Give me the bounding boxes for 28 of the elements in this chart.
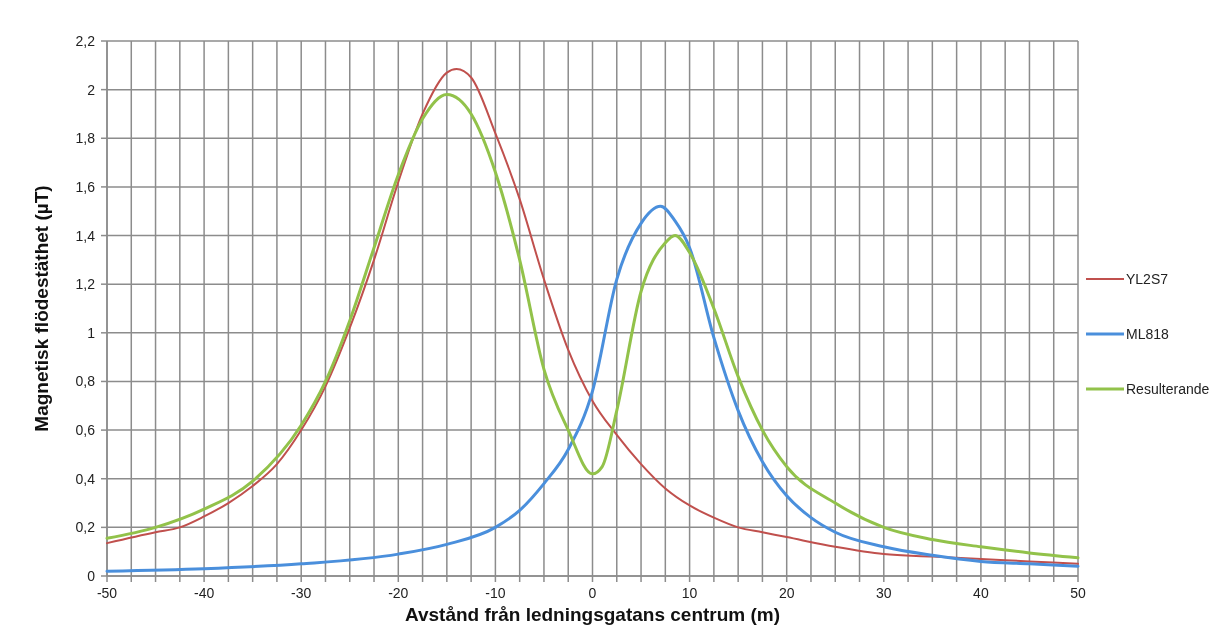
y-tick-label: 1,8 <box>75 130 96 147</box>
legend-label: ML818 <box>1126 326 1170 342</box>
y-tick-label: 1,4 <box>75 227 96 244</box>
y-tick-label: 2,2 <box>75 33 96 49</box>
x-tick-label: 0 <box>588 585 597 601</box>
y-tick-label: 0,2 <box>75 519 96 536</box>
x-tick-label: 10 <box>681 585 698 601</box>
x-tick-label: 50 <box>1070 585 1086 601</box>
x-tick-label: -50 <box>96 585 118 601</box>
x-tick-label: -30 <box>291 585 312 601</box>
y-axis-title: Magnetisk flödestäthet (µT) <box>31 185 52 432</box>
y-tick-label: 1,6 <box>75 178 96 195</box>
legend-label: YL2S7 <box>1126 271 1169 287</box>
x-tick-label: 30 <box>876 585 892 601</box>
y-tick-label: 2 <box>87 81 96 98</box>
y-tick-label: 1,2 <box>75 276 96 293</box>
y-tick-label: 0 <box>87 568 96 584</box>
x-tick-label: 20 <box>778 585 795 601</box>
y-tick-label: 0,4 <box>75 470 96 487</box>
x-tick-label: -10 <box>485 585 506 601</box>
x-axis-title: Avstånd från ledningsgatans centrum (m) <box>404 604 781 625</box>
x-tick-label: -40 <box>193 585 215 601</box>
y-tick-label: 0,6 <box>75 422 96 439</box>
y-tick-label: 1 <box>87 324 96 341</box>
x-tick-label: 40 <box>973 585 989 601</box>
y-tick-label: 0,8 <box>75 373 96 390</box>
legend-label: Resulterande <box>1126 381 1210 397</box>
x-tick-label: -20 <box>388 585 409 601</box>
